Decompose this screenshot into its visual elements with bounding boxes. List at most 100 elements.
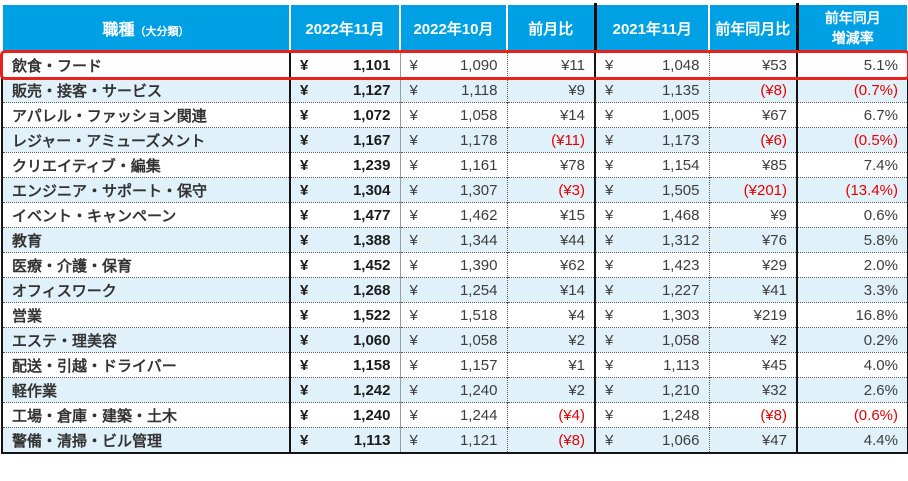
table-body: 飲食・フード ¥1,101 ¥1,090 ¥11 ¥1,048 ¥53 5.1% 販売・接客・…	[0, 50, 908, 454]
rate-value: 5.1%	[863, 56, 898, 74]
cell-mom-diff: ¥2	[507, 377, 596, 403]
diff-value: (¥8)	[558, 431, 585, 449]
wage-value: 1,468	[661, 206, 700, 224]
cell-job-label: 軽作業	[1, 377, 291, 403]
rate-value: 0.2%	[863, 331, 898, 349]
cell-job-label: 工場・倉庫・建築・土木	[1, 402, 291, 428]
currency-symbol: ¥	[300, 356, 309, 374]
diff-value: ¥41	[761, 281, 787, 299]
cell-mom-diff: ¥14	[507, 102, 596, 128]
diff-value: ¥219	[753, 306, 787, 324]
currency-symbol: ¥	[300, 231, 309, 249]
currency-symbol: ¥	[605, 381, 614, 399]
cell-2021-11: ¥1,173	[595, 127, 710, 153]
cell-mom-diff: (¥11)	[507, 127, 596, 153]
cell-2022-11: ¥1,388	[290, 227, 401, 253]
wage-value: 1,072	[352, 106, 391, 124]
currency-symbol: ¥	[605, 206, 614, 224]
wage-value: 1,154	[661, 156, 700, 174]
diff-value: ¥2	[568, 381, 585, 399]
wage-value: 1,244	[459, 406, 498, 424]
diff-value: ¥2	[568, 331, 585, 349]
wage-value: 1,254	[459, 281, 498, 299]
diff-value: (¥3)	[558, 181, 585, 199]
cell-2021-11: ¥1,248	[595, 402, 710, 428]
wage-value: 1,127	[352, 81, 391, 99]
currency-symbol: ¥	[300, 131, 309, 149]
cell-2021-11: ¥1,227	[595, 277, 710, 303]
currency-symbol: ¥	[409, 256, 418, 274]
currency-symbol: ¥	[300, 431, 309, 449]
rate-value: (0.7%)	[853, 81, 898, 99]
currency-symbol: ¥	[605, 306, 614, 324]
column-header-yoy-diff: 前年同月比	[708, 3, 798, 53]
cell-yoy-diff: ¥45	[709, 352, 798, 378]
cell-2022-10: ¥1,178	[400, 127, 508, 153]
cell-2021-11: ¥1,113	[595, 352, 710, 378]
cell-2021-11: ¥1,058	[595, 327, 710, 353]
wage-value: 1,505	[661, 181, 700, 199]
cell-2022-11: ¥1,060	[290, 327, 401, 353]
currency-symbol: ¥	[409, 181, 418, 199]
wage-value: 1,178	[459, 131, 498, 149]
cell-yoy-diff: ¥29	[709, 252, 798, 278]
cell-2022-11: ¥1,240	[290, 402, 401, 428]
cell-2021-11: ¥1,210	[595, 377, 710, 403]
job-label-text: オフィスワーク	[12, 282, 117, 300]
currency-symbol: ¥	[409, 231, 418, 249]
wage-value: 1,522	[352, 306, 391, 324]
table-row: 営業 ¥1,522 ¥1,518 ¥4 ¥1,303 ¥219 16.8%	[1, 302, 908, 328]
currency-symbol: ¥	[300, 331, 309, 349]
cell-2021-11: ¥1,505	[595, 177, 710, 203]
currency-symbol: ¥	[605, 256, 614, 274]
job-label-text: 教育	[12, 232, 43, 250]
diff-value: ¥76	[761, 231, 787, 249]
diff-value: ¥32	[761, 381, 787, 399]
job-label-text: 飲食・フード	[12, 57, 103, 75]
rate-value: 5.8%	[863, 231, 898, 249]
wage-value: 1,304	[352, 181, 391, 199]
cell-2022-10: ¥1,058	[400, 327, 508, 353]
table-header: 職種（大分類） 2022年11月 2022年10月 前月比 2021年11月 前…	[1, 3, 908, 53]
currency-symbol: ¥	[605, 331, 614, 349]
rate-value: 7.4%	[863, 156, 898, 174]
currency-symbol: ¥	[605, 56, 614, 74]
cell-2021-11: ¥1,312	[595, 227, 710, 253]
diff-value: ¥47	[761, 431, 787, 449]
wage-value: 1,005	[661, 106, 700, 124]
cell-2021-11: ¥1,135	[595, 77, 710, 103]
rate-value: 16.8%	[855, 306, 898, 324]
header-yoy-rate-line1: 前年同月	[824, 9, 881, 26]
cell-yoy-diff: ¥9	[709, 202, 798, 228]
cell-mom-diff: ¥11	[507, 52, 596, 78]
currency-symbol: ¥	[300, 206, 309, 224]
header-job-main-label: 職種	[102, 22, 135, 39]
wage-value: 1,239	[352, 156, 391, 174]
diff-value: ¥9	[568, 81, 585, 99]
wage-value: 1,058	[459, 331, 498, 349]
header-job-sub-label: （大分類）	[134, 26, 190, 38]
diff-value: ¥62	[559, 256, 585, 274]
cell-2021-11: ¥1,005	[595, 102, 710, 128]
cell-2022-11: ¥1,158	[290, 352, 401, 378]
diff-value: ¥11	[561, 56, 585, 74]
cell-job-label: イベント・キャンペーン	[1, 202, 291, 228]
table-row: 医療・介護・保育 ¥1,452 ¥1,390 ¥62 ¥1,423 ¥29 2.0%	[1, 252, 908, 278]
cell-yoy-diff: ¥67	[709, 102, 798, 128]
diff-value: (¥201)	[743, 181, 787, 199]
wage-value: 1,268	[352, 281, 391, 299]
cell-yoy-diff: ¥85	[709, 152, 798, 178]
table-row: 教育 ¥1,388 ¥1,344 ¥44 ¥1,312 ¥76 5.8%	[1, 227, 908, 253]
cell-mom-diff: ¥14	[507, 277, 596, 303]
diff-value: (¥8)	[760, 406, 787, 424]
job-label-text: 配送・引越・ドライバー	[12, 357, 177, 375]
currency-symbol: ¥	[605, 106, 614, 124]
cell-2021-11: ¥1,303	[595, 302, 710, 328]
cell-job-label: 警備・清掃・ビル管理	[1, 427, 291, 454]
currency-symbol: ¥	[300, 106, 309, 124]
cell-yoy-rate: 7.4%	[797, 152, 908, 178]
wage-value: 1,240	[352, 406, 391, 424]
diff-value: (¥11)	[551, 131, 585, 149]
currency-symbol: ¥	[409, 356, 418, 374]
currency-symbol: ¥	[605, 156, 614, 174]
